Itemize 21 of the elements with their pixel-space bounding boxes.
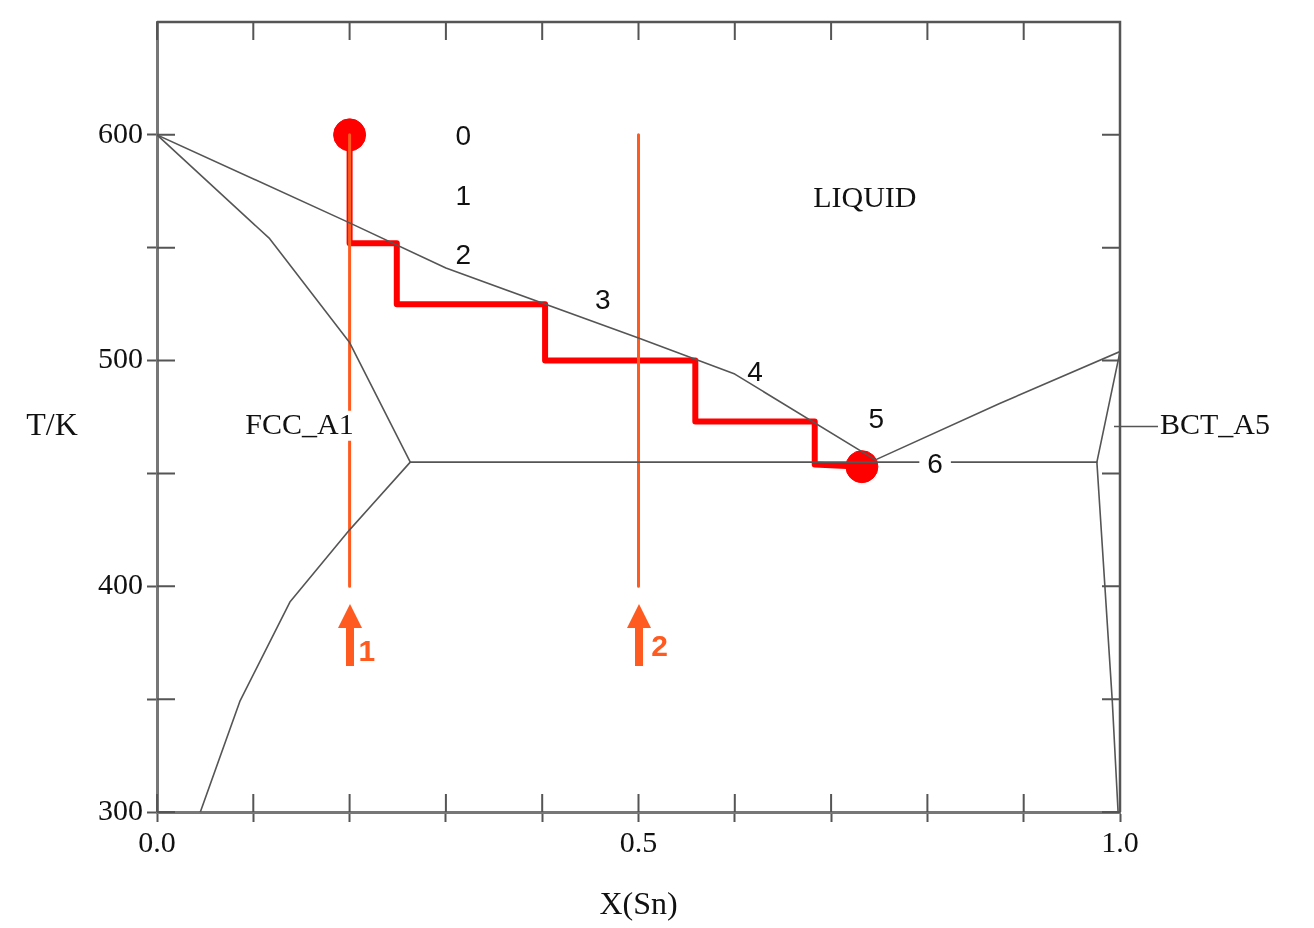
annotation: 6: [927, 447, 943, 479]
annotation: 1: [358, 633, 376, 667]
annotation: 1: [455, 180, 472, 212]
annotation: 0: [455, 120, 472, 152]
annotation: 4: [747, 356, 763, 388]
x-tick-label: 0.5: [619, 824, 658, 858]
y-tick-label: 500: [98, 341, 143, 375]
annotation: LIQUID: [813, 179, 917, 213]
x-axis-title: X(Sn): [599, 885, 678, 922]
annotation: 3: [595, 283, 611, 315]
annotation: 5: [868, 402, 885, 434]
y-axis-title: T/K: [26, 405, 78, 442]
y-tick-label: 300: [98, 792, 143, 826]
x-tick-label: 1.0: [1101, 824, 1139, 858]
y-tick-label: 400: [98, 567, 143, 601]
text: BCT_A5: [1160, 407, 1271, 441]
x-tick-label: 0.0: [138, 824, 176, 858]
annotation: 2: [651, 628, 669, 662]
annotation: FCC_A1: [245, 406, 354, 440]
annotation: 2: [455, 239, 472, 271]
y-tick-label: 600: [98, 115, 143, 149]
